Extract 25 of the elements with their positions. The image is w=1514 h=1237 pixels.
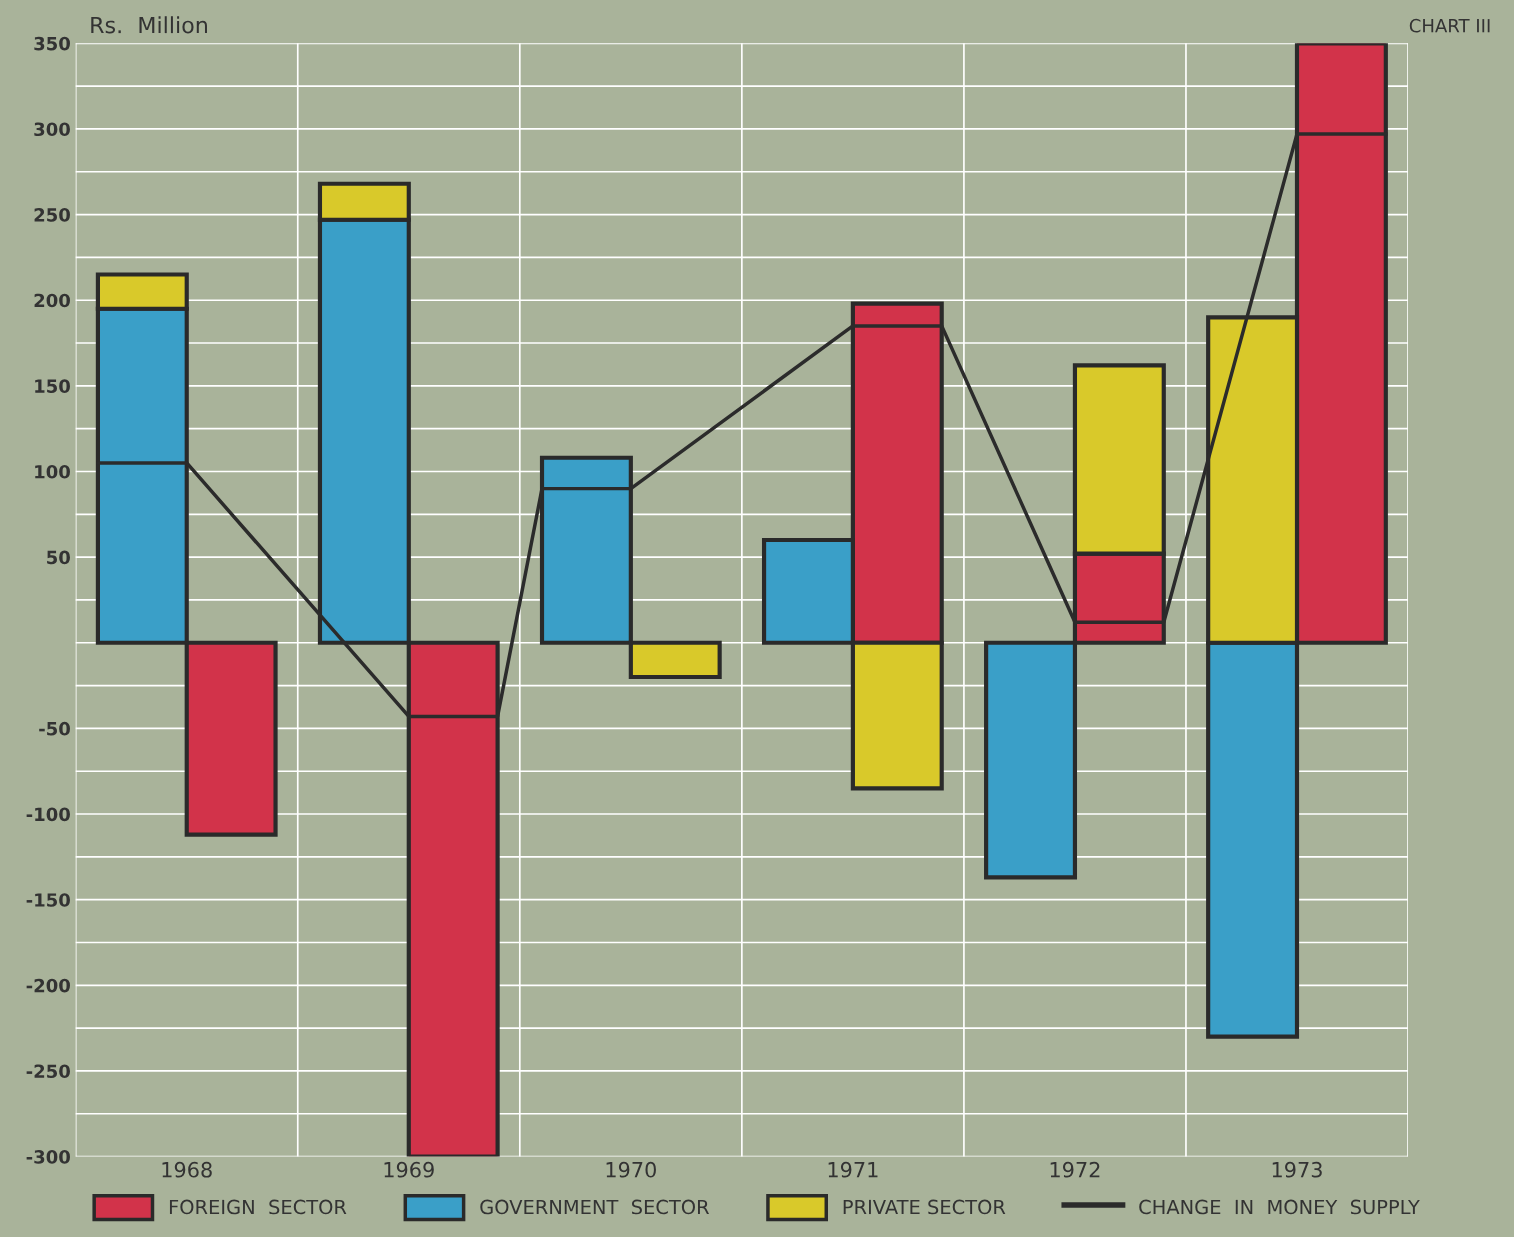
y-tick-label: 250 — [34, 208, 70, 222]
y-tick-label: -200 — [26, 978, 70, 993]
text: CHART III — [1409, 18, 1490, 33]
x-tick-label: 1972 — [1050, 1161, 1100, 1178]
legend-label: CHANGE IN MONEY SUPPLY — [1139, 1199, 1420, 1215]
x-tick-label: 1973 — [1272, 1161, 1322, 1178]
legend-label: GOVERNMENT SECTOR — [480, 1199, 710, 1215]
x-tick-label: 1969 — [384, 1161, 434, 1178]
y-tick-label: -250 — [26, 1064, 70, 1079]
y-tick-label: 300 — [34, 122, 70, 137]
y-tick-label: -300 — [26, 1150, 70, 1164]
legend-label: FOREIGN SECTOR — [169, 1199, 347, 1215]
legend-label: PRIVATE SECTOR — [843, 1199, 1006, 1215]
y-tick-label: 50 — [47, 550, 70, 565]
x-tick-label: 1971 — [828, 1161, 878, 1178]
y-axis-title: Rs. Million — [91, 16, 207, 34]
y-tick-label: -150 — [26, 893, 70, 907]
y-tick-label: 150 — [35, 379, 70, 393]
x-tick-label: 1968 — [162, 1161, 212, 1178]
y-tick-label: 100 — [35, 464, 70, 479]
y-tick-label: 350 — [34, 36, 70, 51]
x-tick-label: 1970 — [606, 1161, 656, 1178]
y-tick-label: -50 — [39, 721, 70, 736]
y-tick-label: 200 — [34, 293, 70, 308]
y-tick-label: -100 — [26, 807, 70, 822]
